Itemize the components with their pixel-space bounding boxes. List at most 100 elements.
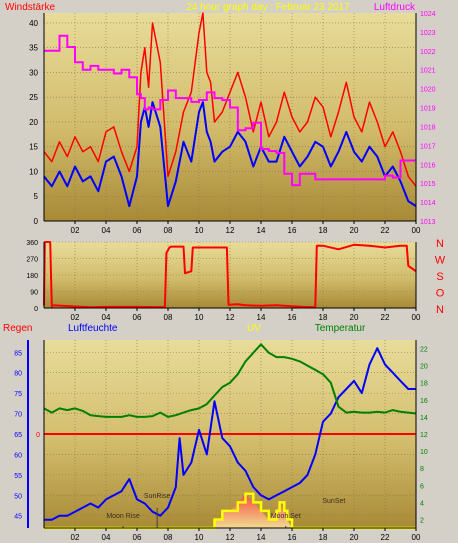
annotation-label: Moon Set xyxy=(271,513,301,520)
x-tick-label: 00 xyxy=(412,313,421,322)
y-right-tick-label: 2 xyxy=(420,517,424,524)
compass-label: N xyxy=(436,238,444,250)
x-tick-label: 04 xyxy=(102,226,111,235)
y-right-tick-label: 1021 xyxy=(420,68,436,75)
y-right-tick-label: 1018 xyxy=(420,124,436,131)
y-tick-label: 180 xyxy=(26,273,38,280)
y-tick-label: 90 xyxy=(30,290,38,297)
x-tick-label: 04 xyxy=(102,313,111,322)
series-gust xyxy=(43,12,417,187)
x-tick-label: 02 xyxy=(71,226,80,235)
x-tick-label: 14 xyxy=(257,226,266,235)
x-tick-label: 22 xyxy=(381,313,390,322)
compass-label: O xyxy=(436,288,445,300)
compass-label: N xyxy=(436,304,444,316)
humidity-temperature-uv-chart: 45 50 55 60 65 70 75 80 85 2 4 6 8 10 12 14 16 18 20 22 0 Sun… xyxy=(14,340,428,542)
x-tick-label: 22 xyxy=(381,533,390,542)
uv-label: UV xyxy=(247,323,261,334)
y-right-tick-label: 1017 xyxy=(420,143,436,150)
y-right-tick-label: 1019 xyxy=(420,106,436,113)
chart-title: 24 hour graph day : Februar 23 2017 xyxy=(186,2,350,13)
y-left-tick-label: 45 xyxy=(14,514,22,521)
x-tick-label: 00 xyxy=(412,533,421,542)
x-tick-label: 16 xyxy=(288,226,297,235)
y-left-tick-label: 65 xyxy=(14,432,22,439)
y-right-tick-label: 6 xyxy=(420,483,424,490)
x-tick-label: 16 xyxy=(288,533,297,542)
x-tick-label: 14 xyxy=(257,313,266,322)
y-left-tick-label: 55 xyxy=(14,473,22,480)
y-left-tick-label: 50 xyxy=(14,493,22,500)
x-tick-label: 06 xyxy=(133,313,142,322)
x-tick-label: 06 xyxy=(133,533,142,542)
y-left-tick-label: 75 xyxy=(14,391,22,398)
y-left-tick-label: 60 xyxy=(14,452,22,459)
x-tick-label: 08 xyxy=(164,226,173,235)
annotation-label: SunSet xyxy=(322,498,345,505)
compass-label: W xyxy=(435,255,446,267)
y-right-tick-label: 14 xyxy=(420,415,428,422)
y-right-tick-label: 22 xyxy=(420,347,428,354)
x-tick-label: 20 xyxy=(350,226,359,235)
x-tick-label: 16 xyxy=(288,313,297,322)
x-tick-label: 12 xyxy=(226,533,235,542)
y-right-tick-label: 8 xyxy=(420,466,424,473)
x-tick-label: 02 xyxy=(71,313,80,322)
x-tick-label: 22 xyxy=(381,226,390,235)
x-tick-label: 10 xyxy=(195,226,204,235)
series-uv xyxy=(44,492,416,530)
x-tick-label: 20 xyxy=(350,533,359,542)
x-tick-label: 18 xyxy=(319,313,328,322)
x-tick-label: 14 xyxy=(257,533,266,542)
rain-value-label: 0 xyxy=(36,432,40,439)
annotation-label: Moon Rise xyxy=(106,513,140,520)
compass-label: S xyxy=(436,271,443,283)
series-wind xyxy=(43,101,417,208)
y-tick-label: 270 xyxy=(26,257,38,264)
y-right-tick-label: 1022 xyxy=(420,49,436,56)
y-right-tick-label: 20 xyxy=(420,364,428,371)
y-left-tick-label: 30 xyxy=(29,68,38,77)
x-tick-label: 20 xyxy=(350,313,359,322)
humidity-label: Luftfeuchte xyxy=(68,323,118,334)
y-tick-label: 360 xyxy=(26,240,38,247)
y-left-tick-label: 0 xyxy=(34,217,39,226)
series-humidity xyxy=(44,347,416,521)
y-tick-label: 0 xyxy=(34,306,38,313)
y-left-tick-label: 20 xyxy=(29,118,38,127)
x-tick-label: 04 xyxy=(102,533,111,542)
y-left-tick-label: 80 xyxy=(14,371,22,378)
x-tick-label: 18 xyxy=(319,226,328,235)
x-tick-label: 00 xyxy=(412,226,421,235)
y-right-tick-label: 1014 xyxy=(420,200,436,207)
x-tick-label: 08 xyxy=(164,313,173,322)
y-left-tick-label: 40 xyxy=(29,19,38,28)
y-left-tick-label: 70 xyxy=(14,412,22,419)
annotation-label: SunRise xyxy=(144,493,171,500)
y-left-tick-label: 25 xyxy=(29,93,38,102)
y-right-tick-label: 1016 xyxy=(420,162,436,169)
x-tick-label: 10 xyxy=(195,533,204,542)
y-left-tick-label: 85 xyxy=(14,350,22,357)
series-pressure xyxy=(44,34,416,187)
panel-wind-pressure-plot xyxy=(44,13,416,221)
y-right-tick-label: 10 xyxy=(420,449,428,456)
left-axis-title: Windstärke xyxy=(5,2,55,13)
series-direction xyxy=(43,241,417,309)
y-right-tick-label: 12 xyxy=(420,432,428,439)
y-left-tick-label: 10 xyxy=(29,167,38,176)
y-left-tick-label: 5 xyxy=(34,192,39,201)
x-tick-label: 10 xyxy=(195,313,204,322)
y-left-tick-label: 15 xyxy=(29,143,38,152)
y-right-tick-label: 18 xyxy=(420,381,428,388)
wind-direction-chart: 0 N 90 O 180 S 270 W 360 N 02 04 06 08 10 12 14 16 18 20 22 0… xyxy=(26,238,445,322)
y-right-tick-label: 4 xyxy=(420,500,424,507)
y-right-tick-label: 1023 xyxy=(420,30,436,37)
y-right-tick-label: 1020 xyxy=(420,87,436,94)
x-tick-label: 08 xyxy=(164,533,173,542)
x-tick-label: 02 xyxy=(71,533,80,542)
y-right-tick-label: 16 xyxy=(420,398,428,405)
rain-label: Regen xyxy=(3,323,32,334)
